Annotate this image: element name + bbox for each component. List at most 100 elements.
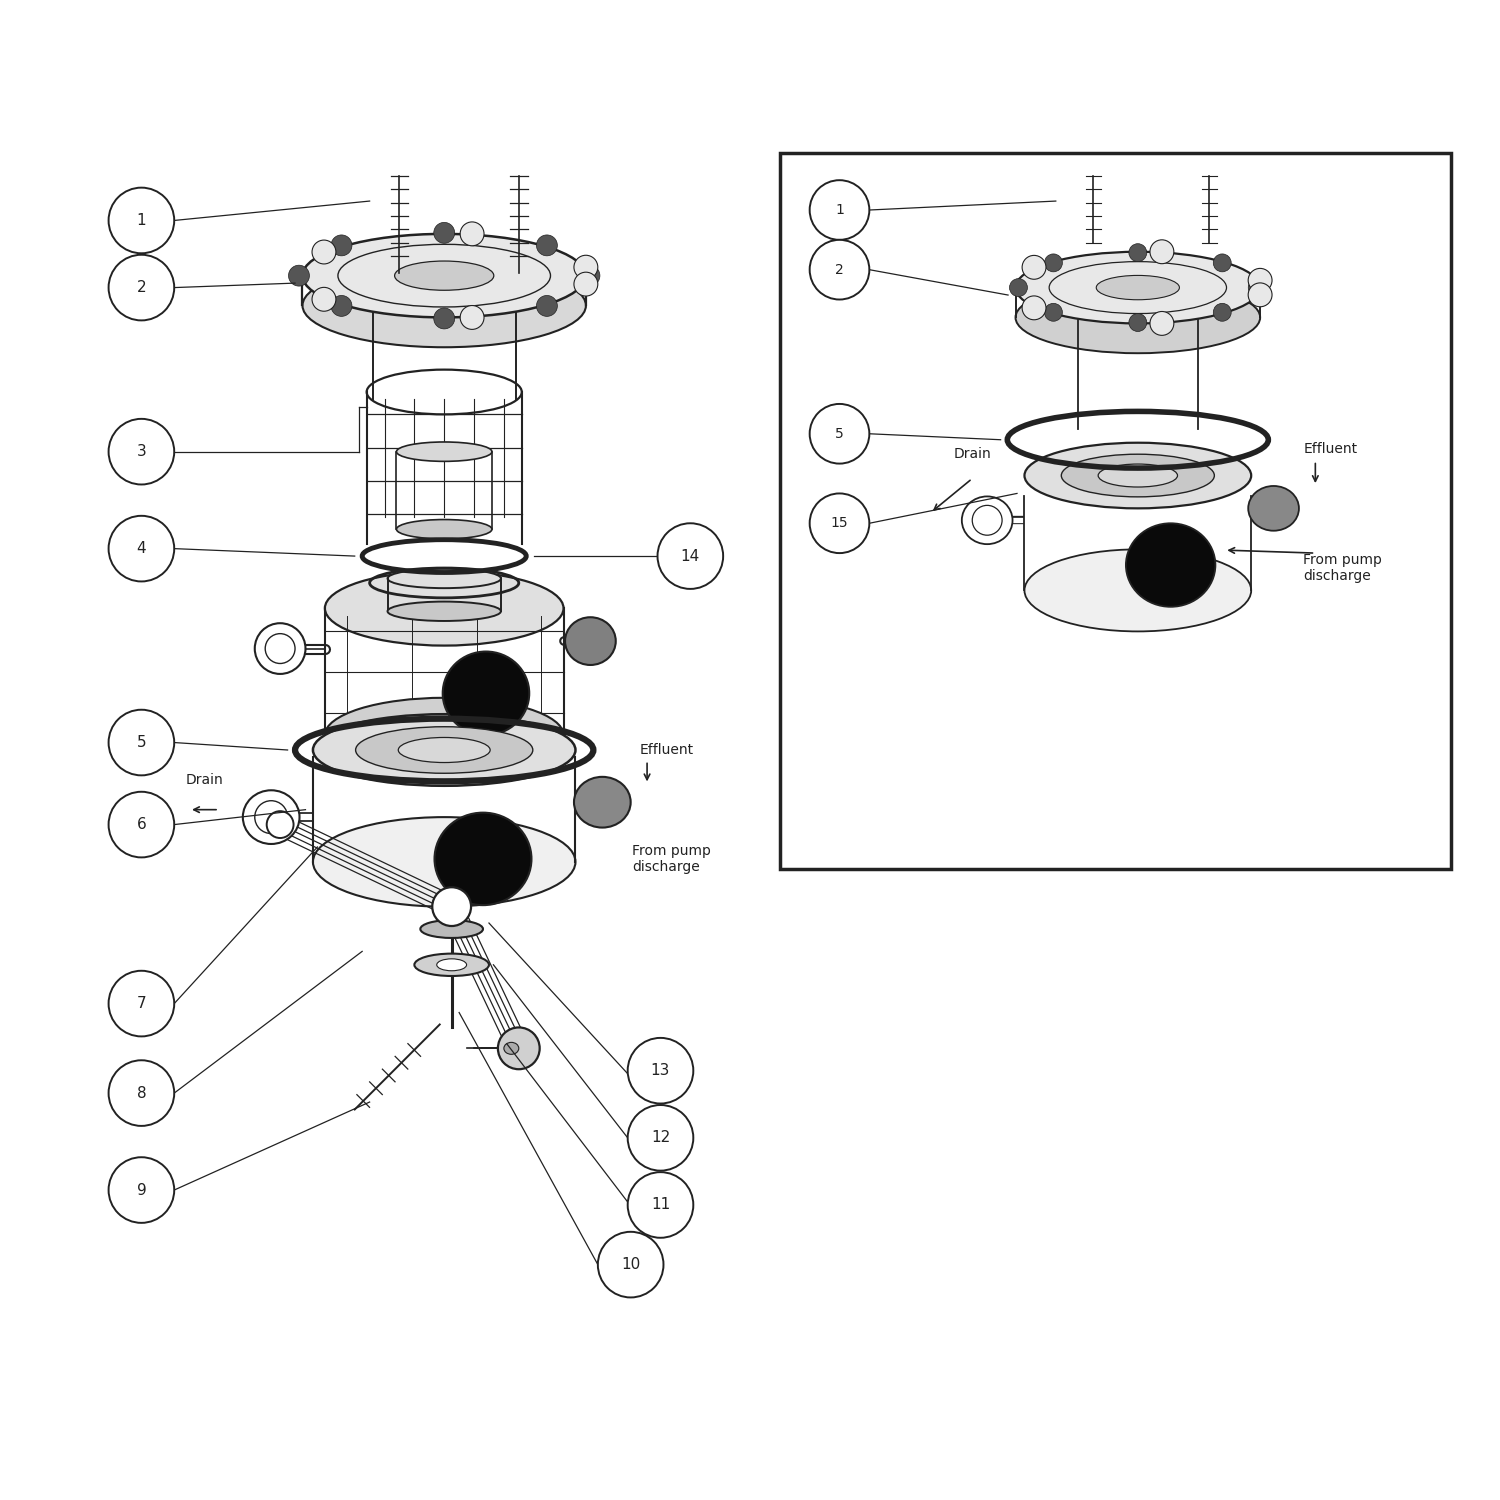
Circle shape — [433, 222, 454, 243]
Text: 1: 1 — [836, 202, 844, 217]
Ellipse shape — [1126, 524, 1215, 608]
Circle shape — [312, 288, 336, 310]
Circle shape — [810, 494, 870, 554]
Ellipse shape — [1248, 486, 1299, 531]
Text: 14: 14 — [681, 549, 700, 564]
Circle shape — [627, 1038, 693, 1104]
Circle shape — [108, 188, 174, 254]
Text: 4: 4 — [136, 542, 146, 556]
Ellipse shape — [243, 790, 300, 844]
Ellipse shape — [396, 519, 492, 538]
Circle shape — [574, 272, 598, 296]
Circle shape — [1130, 314, 1148, 332]
Ellipse shape — [442, 651, 530, 735]
Text: From pump
discharge: From pump discharge — [1304, 554, 1383, 584]
Text: Effluent: Effluent — [639, 742, 693, 758]
Ellipse shape — [1062, 454, 1215, 497]
Ellipse shape — [326, 698, 564, 772]
Circle shape — [433, 308, 454, 328]
Ellipse shape — [420, 920, 483, 938]
Circle shape — [108, 792, 174, 858]
Ellipse shape — [1016, 252, 1260, 324]
Ellipse shape — [1024, 549, 1251, 632]
Circle shape — [537, 236, 558, 256]
Ellipse shape — [574, 777, 630, 828]
Ellipse shape — [326, 572, 564, 645]
Circle shape — [1022, 296, 1046, 320]
Text: 2: 2 — [836, 262, 844, 276]
Circle shape — [579, 266, 600, 286]
Text: 10: 10 — [621, 1257, 640, 1272]
Circle shape — [1248, 284, 1272, 308]
Ellipse shape — [255, 622, 306, 674]
Text: 6: 6 — [136, 818, 147, 833]
Ellipse shape — [414, 954, 489, 976]
Ellipse shape — [1096, 276, 1179, 300]
Circle shape — [657, 524, 723, 590]
Text: 8: 8 — [136, 1086, 146, 1101]
Text: 13: 13 — [651, 1064, 670, 1078]
Ellipse shape — [436, 958, 466, 970]
Circle shape — [537, 296, 558, 316]
Circle shape — [810, 404, 870, 464]
Ellipse shape — [1024, 442, 1251, 509]
Circle shape — [108, 1060, 174, 1126]
Text: Effluent: Effluent — [1304, 441, 1358, 456]
Circle shape — [598, 1232, 663, 1298]
Ellipse shape — [356, 726, 532, 774]
Ellipse shape — [1098, 464, 1178, 488]
Circle shape — [1214, 303, 1231, 321]
Text: 9: 9 — [136, 1182, 147, 1197]
Ellipse shape — [504, 1042, 519, 1054]
Circle shape — [1022, 255, 1046, 279]
Ellipse shape — [303, 234, 586, 318]
Circle shape — [1044, 254, 1062, 272]
Text: Drain: Drain — [184, 774, 224, 788]
Ellipse shape — [396, 442, 492, 462]
Ellipse shape — [303, 264, 586, 348]
Ellipse shape — [399, 738, 490, 762]
Circle shape — [1248, 268, 1272, 292]
Text: 7: 7 — [136, 996, 146, 1011]
Text: Drain: Drain — [954, 447, 992, 460]
Text: 2: 2 — [136, 280, 146, 296]
Circle shape — [498, 1028, 540, 1069]
Circle shape — [574, 255, 598, 279]
Circle shape — [627, 1172, 693, 1238]
Ellipse shape — [387, 568, 501, 588]
Text: 5: 5 — [836, 427, 844, 441]
Ellipse shape — [314, 818, 576, 906]
Circle shape — [332, 236, 352, 256]
Circle shape — [332, 296, 352, 316]
Text: 12: 12 — [651, 1131, 670, 1146]
Text: 3: 3 — [136, 444, 147, 459]
Ellipse shape — [394, 261, 494, 291]
Circle shape — [288, 266, 309, 286]
Circle shape — [1044, 303, 1062, 321]
Circle shape — [108, 255, 174, 321]
Ellipse shape — [1016, 282, 1260, 352]
Circle shape — [1248, 279, 1266, 297]
Circle shape — [1010, 279, 1028, 297]
Circle shape — [108, 710, 174, 776]
Circle shape — [460, 222, 484, 246]
Text: 1: 1 — [136, 213, 146, 228]
Ellipse shape — [435, 813, 531, 904]
Circle shape — [627, 1106, 693, 1170]
Text: 15: 15 — [831, 516, 849, 531]
Circle shape — [1130, 243, 1148, 261]
Circle shape — [1214, 254, 1231, 272]
Circle shape — [108, 516, 174, 582]
Circle shape — [810, 240, 870, 300]
Circle shape — [108, 419, 174, 484]
Circle shape — [432, 886, 471, 926]
Circle shape — [1150, 312, 1174, 336]
Circle shape — [267, 812, 294, 838]
Circle shape — [1150, 240, 1174, 264]
Ellipse shape — [314, 714, 576, 786]
Ellipse shape — [566, 616, 615, 664]
Text: From pump
discharge: From pump discharge — [632, 844, 711, 874]
Circle shape — [312, 240, 336, 264]
Ellipse shape — [962, 496, 1012, 544]
Text: 11: 11 — [651, 1197, 670, 1212]
